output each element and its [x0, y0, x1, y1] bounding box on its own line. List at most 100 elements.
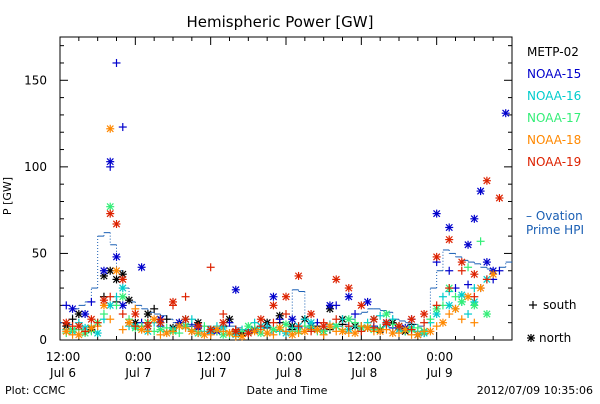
data-point-north	[106, 157, 115, 166]
marker-stroke	[169, 298, 177, 306]
data-point-north	[81, 310, 90, 319]
marker-stroke	[100, 267, 108, 275]
axis-layer: 0 50 100 150 12:00 Jul 6 0:00 Jul 7 12:00 Jul 7 0:…	[24, 36, 513, 380]
marker-stroke	[119, 270, 127, 278]
y-axis-label: P [GW]	[1, 177, 14, 215]
marker-stroke	[476, 284, 485, 292]
data-point-north	[388, 329, 397, 338]
data-point-south	[118, 310, 127, 319]
data-point-north	[87, 315, 96, 324]
legend-north-label: north	[539, 331, 571, 345]
data-point-north	[106, 202, 115, 211]
data-point-north	[212, 325, 221, 334]
data-point-north	[187, 327, 196, 336]
marker-stroke	[194, 322, 202, 330]
marker-stroke	[527, 334, 535, 342]
data-point-north	[482, 176, 491, 185]
data-point-north	[288, 330, 297, 339]
data-point-north	[351, 329, 360, 338]
marker-stroke	[100, 301, 108, 309]
data-point-north	[231, 285, 240, 294]
marker-stroke	[464, 241, 472, 249]
marker-stroke	[345, 315, 353, 323]
data-point-south	[282, 327, 290, 336]
data-point-north	[445, 235, 454, 244]
data-point-south	[269, 318, 278, 327]
data-point-south	[457, 315, 466, 324]
data-point-south	[106, 292, 115, 301]
marker-stroke	[495, 194, 504, 202]
x-tick-label-date: Jul 8	[275, 366, 302, 380]
marker-stroke	[326, 301, 334, 309]
legend-north: north	[527, 331, 571, 345]
marker-stroke	[445, 223, 453, 232]
data-point-north	[495, 194, 504, 203]
marker-stroke	[332, 322, 340, 330]
marker-stroke	[269, 325, 278, 334]
data-point-north	[457, 297, 466, 306]
data-point-south	[464, 263, 473, 272]
data-point-south	[464, 310, 473, 319]
marker-stroke	[376, 327, 384, 335]
data-point-north	[106, 124, 115, 133]
legend-series-label: NOAA-19	[527, 155, 581, 169]
footer-timestamp: 2012/07/09 10:35:06	[477, 384, 593, 397]
data-point-north	[457, 290, 466, 299]
data-point-south	[112, 301, 121, 310]
x-tick-label-time: 12:00	[347, 350, 382, 364]
marker-stroke	[106, 301, 114, 309]
data-point-south	[169, 327, 177, 336]
data-point-north	[344, 292, 353, 301]
marker-stroke	[345, 293, 353, 301]
data-point-north	[313, 325, 322, 334]
marker-stroke	[401, 325, 409, 334]
data-point-north	[420, 310, 429, 319]
legend-series-label: METP-02	[527, 45, 579, 59]
data-point-south	[407, 325, 416, 334]
data-point-north	[325, 301, 334, 310]
data-point-south	[93, 318, 102, 327]
data-point-south	[432, 322, 441, 331]
data-point-north	[470, 301, 479, 310]
marker-stroke	[458, 291, 466, 299]
marker-stroke	[188, 327, 196, 335]
x-tick-label-date: Jul 7	[200, 366, 227, 380]
data-point-north	[112, 275, 121, 284]
data-point-north	[470, 214, 479, 223]
data-point-north	[93, 329, 102, 338]
data-point-south	[275, 315, 284, 324]
marker-stroke	[81, 310, 89, 318]
marker-stroke	[382, 310, 391, 318]
data-point-south	[413, 323, 422, 332]
data-point-north	[118, 284, 127, 293]
marker-stroke	[433, 310, 441, 318]
data-point-north	[482, 258, 491, 267]
marker-stroke	[345, 284, 353, 292]
data-point-south	[445, 266, 454, 275]
chart-title: Hemispheric Power [GW]	[187, 13, 374, 31]
marker-stroke	[363, 298, 372, 306]
marker-stroke	[232, 327, 240, 335]
data-point-south	[181, 292, 190, 301]
data-point-north	[162, 329, 171, 338]
data-point-south	[118, 123, 127, 132]
marker-stroke	[181, 315, 190, 323]
data-point-north	[62, 318, 71, 327]
marker-stroke	[175, 322, 183, 330]
data-point-north	[131, 310, 140, 319]
data-point-north	[482, 310, 491, 319]
marker-stroke	[75, 331, 83, 339]
marker-stroke	[483, 310, 491, 318]
marker-stroke	[326, 322, 334, 330]
data-point-south	[206, 263, 215, 272]
marker-stroke	[433, 253, 441, 261]
data-point-north	[269, 301, 278, 310]
data-point-north	[470, 270, 479, 279]
data-point-south	[68, 315, 77, 324]
marker-stroke	[382, 319, 391, 327]
marker-stroke	[294, 272, 303, 280]
data-point-south	[87, 297, 96, 306]
marker-stroke	[225, 329, 234, 337]
marker-stroke	[363, 324, 372, 332]
data-point-north	[225, 329, 234, 338]
